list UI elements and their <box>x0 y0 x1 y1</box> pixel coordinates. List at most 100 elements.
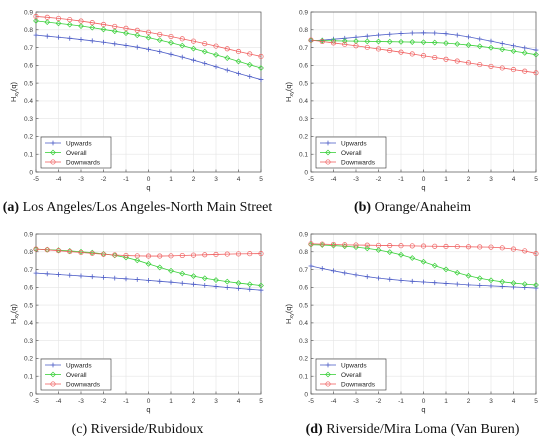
series-line-downwards <box>310 243 537 254</box>
data-point-overall <box>364 245 371 252</box>
x-tick-label: -1 <box>123 176 129 183</box>
y-tick-label: 0.2 <box>24 134 33 141</box>
y-axis-label-suffix: (q) <box>9 303 18 313</box>
data-point-downwards <box>533 251 539 257</box>
legend-label-overall: Overall <box>66 372 87 379</box>
data-point-overall <box>145 260 152 267</box>
data-point-upwards <box>387 276 393 282</box>
data-point-upwards <box>191 57 196 63</box>
data-point-upwards <box>488 283 494 289</box>
x-tick-label: -3 <box>353 398 359 405</box>
data-point-upwards <box>477 282 483 288</box>
data-point-upwards <box>168 51 174 57</box>
data-point-upwards <box>342 270 348 276</box>
y-tick-label: 0.1 <box>299 374 308 381</box>
x-tick-label: -4 <box>56 398 62 405</box>
data-point-downwards <box>67 17 73 23</box>
legend-marker-upwards <box>50 362 56 368</box>
data-point-overall <box>66 21 73 28</box>
data-point-upwards <box>224 67 230 73</box>
y-tick-label: 0.9 <box>299 9 308 16</box>
legend-marker-upwards <box>325 362 331 368</box>
data-point-upwards <box>146 46 151 52</box>
data-point-upwards <box>488 38 494 44</box>
legend-marker-upwards <box>50 140 56 146</box>
data-point-downwards <box>247 51 253 57</box>
data-point-upwards <box>224 285 230 290</box>
y-tick-label: 0 <box>304 391 308 398</box>
data-point-downwards <box>533 70 539 76</box>
legend-label-overall: Overall <box>341 150 362 157</box>
data-point-upwards <box>308 263 314 269</box>
data-point-overall <box>499 278 506 285</box>
data-point-overall <box>44 19 51 26</box>
caption-text: Orange/Anaheim <box>374 200 472 215</box>
x-tick-label: 3 <box>489 176 493 183</box>
data-point-upwards <box>202 282 208 288</box>
x-tick-label: -1 <box>398 398 404 405</box>
plot-frame <box>310 11 537 173</box>
data-point-upwards <box>511 43 516 49</box>
y-axis-label-sub: xy <box>289 91 295 97</box>
data-point-overall <box>258 65 264 71</box>
data-point-downwards <box>398 243 404 249</box>
y-tick-label: 0.3 <box>299 116 308 123</box>
y-axis-label-sub: xy <box>289 313 295 319</box>
data-point-overall <box>465 272 472 279</box>
data-point-downwards <box>213 251 219 257</box>
data-point-downwards <box>420 243 427 249</box>
data-point-upwards <box>331 268 336 274</box>
data-point-downwards <box>420 53 427 59</box>
x-tick-label: 0 <box>147 176 151 183</box>
y-axis-label: Hxy(q) <box>9 81 20 102</box>
data-point-downwards <box>319 38 325 45</box>
data-point-overall <box>454 41 461 47</box>
data-point-upwards <box>112 41 118 47</box>
data-point-overall <box>533 282 539 288</box>
data-point-downwards <box>342 242 348 248</box>
x-tick-label: -4 <box>56 176 62 183</box>
data-point-overall <box>123 30 129 37</box>
data-point-upwards <box>101 274 106 280</box>
y-tick-label: 0.6 <box>24 63 33 70</box>
y-tick-label: 0.7 <box>299 267 308 274</box>
y-tick-label: 0.5 <box>24 302 33 309</box>
data-point-downwards <box>179 36 185 42</box>
legend-marker-downwards <box>50 381 56 387</box>
data-point-downwards <box>134 27 140 33</box>
data-point-downwards <box>112 23 118 29</box>
caption-letter: (b) <box>353 200 372 215</box>
data-point-upwards <box>33 32 39 38</box>
data-point-overall <box>488 44 494 51</box>
legend-label-overall: Overall <box>341 372 362 379</box>
data-point-upwards <box>78 273 84 279</box>
x-tick-label: 1 <box>169 398 173 405</box>
data-point-downwards <box>123 252 129 259</box>
data-point-upwards <box>421 279 426 285</box>
data-point-upwards <box>236 71 241 76</box>
legend-marker-downwards <box>325 381 331 387</box>
data-point-overall <box>179 42 186 49</box>
y-tick-label: 0.8 <box>299 27 308 34</box>
data-point-upwards <box>247 74 253 79</box>
data-point-downwards <box>168 253 174 259</box>
data-point-downwards <box>89 250 95 256</box>
data-point-downwards <box>308 37 314 43</box>
data-point-downwards <box>465 244 472 250</box>
data-point-upwards <box>522 285 528 290</box>
x-axis-label: q <box>421 183 425 192</box>
caption-letter: (a) <box>2 200 20 215</box>
data-point-upwards <box>364 274 370 280</box>
data-point-downwards <box>55 248 62 254</box>
x-tick-label: -2 <box>101 398 107 405</box>
x-tick-label: 0 <box>422 398 426 405</box>
data-point-upwards <box>376 32 381 38</box>
caption-text: Los Angeles/Los Angeles-North Main Stree… <box>22 200 273 215</box>
data-point-downwards <box>78 18 84 24</box>
data-point-downwards <box>353 43 359 49</box>
data-point-upwards <box>432 30 438 36</box>
data-point-upwards <box>398 31 404 36</box>
chart-panel-1: -5 -4 -3 -2 -1 0 1 2 3 4 5 0 0.1 0.2 0.3 0.4 0.5 0.6 0.7 0.… <box>9 9 264 192</box>
data-point-downwards <box>510 246 517 252</box>
data-point-downwards <box>224 46 230 52</box>
